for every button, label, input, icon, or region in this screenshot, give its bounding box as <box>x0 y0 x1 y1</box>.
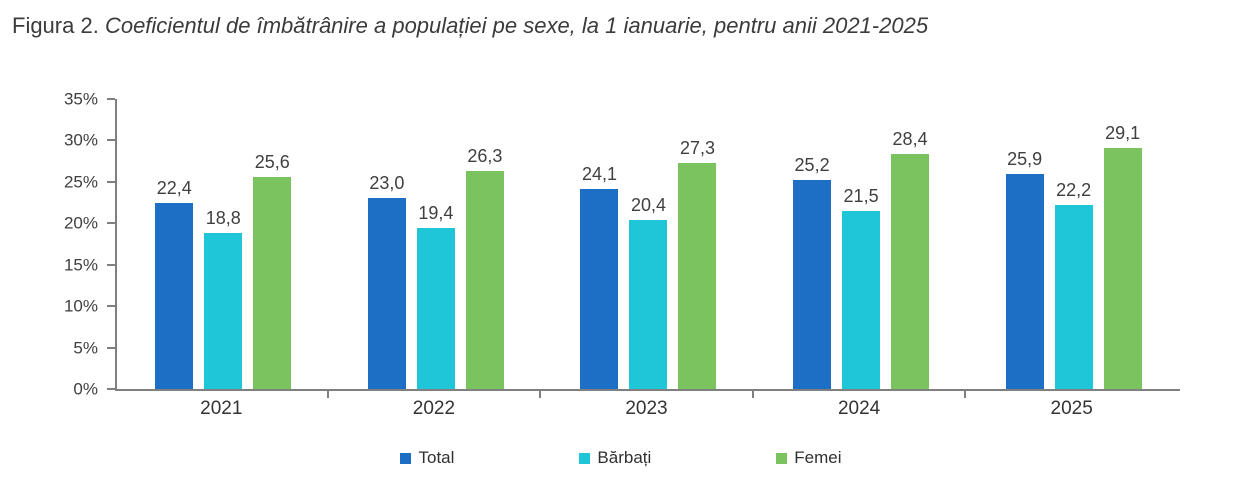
x-axis-category-label: 2021 <box>200 398 243 419</box>
legend-label: Total <box>418 448 455 467</box>
bar-column: 25,9 <box>1005 149 1044 389</box>
bar-value-label: 25,2 <box>794 155 830 176</box>
x-axis-tick-mark <box>326 389 329 398</box>
bar-femei <box>891 153 930 389</box>
y-axis-tick-label: 5% <box>73 338 98 358</box>
bar-femei <box>465 171 504 389</box>
bar-bărbați <box>1054 205 1093 389</box>
legend-item-femei: Femei <box>776 448 842 468</box>
bar-value-label: 23,0 <box>369 173 405 194</box>
x-axis-category-label: 2024 <box>837 398 881 419</box>
bar-column: 20,4 <box>629 194 668 389</box>
bar-femei <box>253 176 292 389</box>
x-axis-tick-mark <box>539 389 542 398</box>
y-axis-tick-mark <box>107 388 115 390</box>
x-axis-labels: 2021 2022 2023 2024 2025 <box>115 398 1178 420</box>
bar-groups: 22,4 18,8 25,6 23,0 19,4 26,3 24,1 20,4 27,3 25,2… <box>117 99 1180 389</box>
y-axis-tick-label: 30% <box>63 130 98 150</box>
chart-legend: Total Bărbați Femei <box>0 448 1242 468</box>
bar-total <box>580 189 619 389</box>
bar-group-2024: 25,2 21,5 28,4 <box>755 99 968 389</box>
bar-column: 18,8 <box>204 208 243 389</box>
legend-label: Femei <box>794 448 842 467</box>
figure-number: Figura 2. <box>12 13 99 38</box>
bar-total <box>367 198 406 389</box>
bar-column: 21,5 <box>842 185 881 389</box>
bar-column: 23,0 <box>367 173 406 389</box>
legend-label: Bărbați <box>597 448 652 467</box>
y-axis-tick-mark <box>107 263 115 266</box>
bar-value-label: 29,1 <box>1105 122 1141 143</box>
bar-value-label: 25,6 <box>254 151 290 172</box>
bar-column: 26,3 <box>465 146 504 389</box>
y-axis-tick-label: 25% <box>63 172 98 192</box>
bar-column: 29,1 <box>1103 122 1142 389</box>
legend-marker-icon <box>579 452 591 464</box>
bar-bărbați <box>416 228 455 389</box>
y-axis-tick-mark <box>107 346 115 349</box>
bar-column: 24,1 <box>580 164 619 389</box>
legend-marker-icon <box>776 452 788 464</box>
x-axis-tick-mark <box>964 389 967 398</box>
bar-column: 27,3 <box>678 137 717 389</box>
figure-caption: Coeficientul de îmbătrânire a populației… <box>104 13 929 38</box>
bar-value-label: 18,8 <box>205 208 241 229</box>
bar-total <box>1005 174 1044 389</box>
y-axis-tick-label: 10% <box>63 296 98 316</box>
y-axis-tick-mark <box>107 139 115 142</box>
bar-value-label: 26,3 <box>467 146 503 167</box>
bar-column: 19,4 <box>416 203 455 389</box>
legend-item-bărbați: Bărbați <box>579 448 651 468</box>
x-axis-tick-mark <box>751 389 754 398</box>
bar-group-2021: 22,4 18,8 25,6 <box>117 99 330 389</box>
bar-femei <box>678 162 717 389</box>
aging-coefficient-bar-chart: 22,4 18,8 25,6 23,0 19,4 26,3 24,1 20,4 27,3 25,2… <box>0 91 1242 479</box>
bar-column: 25,2 <box>793 155 832 389</box>
bar-column: 28,4 <box>891 128 930 389</box>
bar-value-label: 28,4 <box>892 128 928 149</box>
bar-value-label: 21,5 <box>843 185 879 206</box>
bar-value-label: 22,2 <box>1056 180 1092 201</box>
plot-area: 22,4 18,8 25,6 23,0 19,4 26,3 24,1 20,4 27,3 25,2… <box>115 99 1180 391</box>
y-axis-tick-mark <box>107 305 115 308</box>
x-axis-category-label: 2022 <box>412 398 456 419</box>
legend-item-total: Total <box>400 448 454 468</box>
figure-title: Figura 2. Coeficientul de îmbătrânire a … <box>0 0 1242 39</box>
y-axis-tick-label: 20% <box>63 213 98 233</box>
bar-value-label: 20,4 <box>630 194 666 215</box>
bar-value-label: 25,9 <box>1007 149 1043 170</box>
bar-total <box>155 203 194 389</box>
y-axis-tick-label: 0% <box>73 379 98 399</box>
bar-group-2022: 23,0 19,4 26,3 <box>330 99 543 389</box>
legend-marker-icon <box>400 452 412 464</box>
bar-value-label: 27,3 <box>679 137 715 158</box>
x-axis-category-label: 2023 <box>625 398 668 419</box>
y-axis-tick-mark <box>107 222 115 225</box>
bar-femei <box>1103 147 1142 389</box>
y-axis-tick-mark <box>107 180 115 183</box>
bar-value-label: 24,1 <box>581 164 617 185</box>
bar-column: 22,4 <box>155 178 194 389</box>
bar-group-2023: 24,1 20,4 27,3 <box>542 99 755 389</box>
bar-column: 22,2 <box>1054 180 1093 389</box>
bar-group-2025: 25,9 22,2 29,1 <box>967 99 1180 389</box>
bar-column: 25,6 <box>253 151 292 389</box>
bar-value-label: 22,4 <box>156 178 192 199</box>
y-axis-tick-mark <box>107 98 115 100</box>
y-axis-tick-label: 35% <box>63 89 98 109</box>
x-axis-category-label: 2025 <box>1050 398 1093 419</box>
bar-bărbați <box>204 233 243 389</box>
bar-bărbați <box>629 219 668 389</box>
y-axis-tick-label: 15% <box>63 255 98 275</box>
bar-total <box>793 180 832 389</box>
bar-bărbați <box>842 210 881 389</box>
bar-value-label: 19,4 <box>418 203 454 224</box>
